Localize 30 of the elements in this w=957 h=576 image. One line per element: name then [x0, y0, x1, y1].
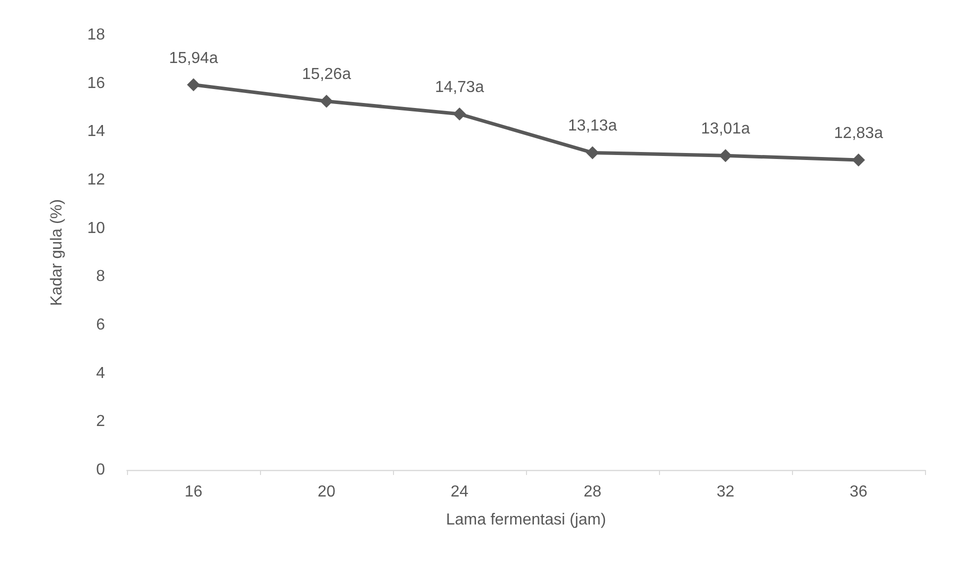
data-label: 13,01a: [701, 120, 750, 138]
y-tick-label: 14: [87, 123, 106, 140]
data-label: 12,83a: [834, 124, 884, 142]
point: [320, 94, 333, 108]
point: [719, 149, 732, 162]
x-tick-label: 32: [716, 484, 734, 500]
x-tick-label: 16: [184, 484, 202, 500]
data-label: 13,13a: [568, 118, 618, 135]
y-tick-label: 12: [87, 172, 106, 188]
point: [852, 153, 865, 166]
x-tick-label: 20: [318, 484, 336, 500]
point: [187, 78, 200, 92]
data-label: 14,73a: [435, 79, 484, 96]
y-tick-label: 6: [96, 316, 106, 334]
y-tick-label: 8: [96, 268, 106, 286]
y-tick-label: 2: [96, 413, 106, 430]
x-tick-label: 24: [450, 484, 468, 500]
x-tick-label: 36: [850, 484, 868, 500]
y-tick-label: 16: [87, 74, 106, 92]
y-tick-label: 0: [96, 462, 106, 478]
y-axis-title: Kadar gula (%): [48, 199, 66, 306]
x-tick-label: 28: [584, 484, 602, 500]
y-tick-label: 4: [96, 364, 106, 382]
data-label: 15,26a: [302, 66, 352, 84]
point: [586, 146, 599, 160]
y-tick-label: 10: [87, 220, 106, 237]
point: [453, 108, 466, 121]
y-tick-label: 18: [87, 26, 106, 44]
data-label: 15,94a: [169, 50, 218, 67]
x-axis-title: Lama fermentasi (jam): [446, 512, 606, 528]
